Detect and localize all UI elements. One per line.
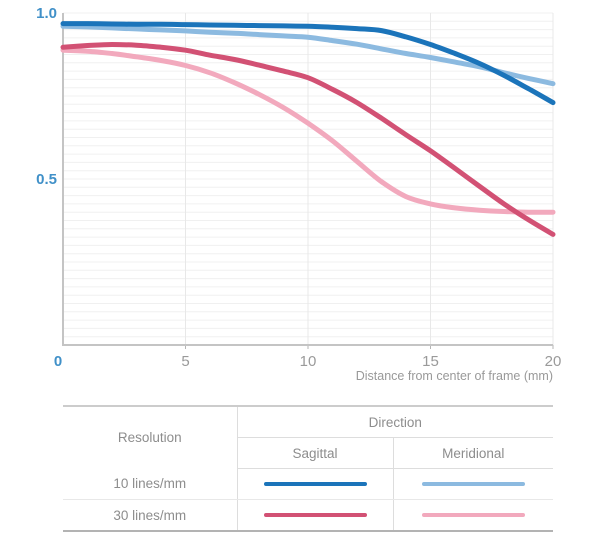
x-axis-label: 15 <box>422 353 439 370</box>
legend-cell-sagittal <box>236 468 393 500</box>
x-axis-title: Distance from center of frame (mm) <box>356 369 553 383</box>
legend-row: 10 lines/mm <box>63 468 553 500</box>
legend-cell-sagittal <box>236 499 393 531</box>
legend-cell-meridional <box>392 468 553 500</box>
legend-swatch-sagittal <box>263 482 367 486</box>
legend-header-direction: Direction <box>237 406 553 438</box>
x-axis-label: 0 <box>54 353 62 370</box>
mtf-curve-30-meridional <box>60 47 556 215</box>
legend-header-sagittal: Sagittal <box>237 437 393 469</box>
legend-table: Resolution Direction Sagittal Meridional… <box>63 405 553 532</box>
mtf-curve-10-sagittal <box>60 21 556 106</box>
x-axis-label: 10 <box>300 353 317 370</box>
legend-swatch-sagittal <box>263 513 367 517</box>
x-axis-label: 5 <box>181 353 189 370</box>
legend-resolution-label: 30 lines/mm <box>113 507 187 523</box>
legend-resolution-label: 10 lines/mm <box>63 468 237 500</box>
mtf-curve-30-sagittal <box>60 41 556 237</box>
mtf-chart: 1.0 0.5 0 5 10 15 20 Distance from center of fr… <box>36 5 562 383</box>
legend-header-meridional: Meridional <box>392 437 553 469</box>
y-axis-label: 0.5 <box>36 171 57 188</box>
legend-swatch-meridional <box>421 482 525 486</box>
x-axis-label: 20 <box>545 353 562 370</box>
legend-swatch-meridional <box>421 513 525 517</box>
legend-row: 30 lines/mm <box>63 499 553 531</box>
legend-header-resolution: Resolution <box>63 406 238 469</box>
legend-cell-meridional <box>392 499 553 531</box>
y-axis-label: 1.0 <box>36 5 57 22</box>
mtf-curve-10-meridional <box>60 23 556 87</box>
